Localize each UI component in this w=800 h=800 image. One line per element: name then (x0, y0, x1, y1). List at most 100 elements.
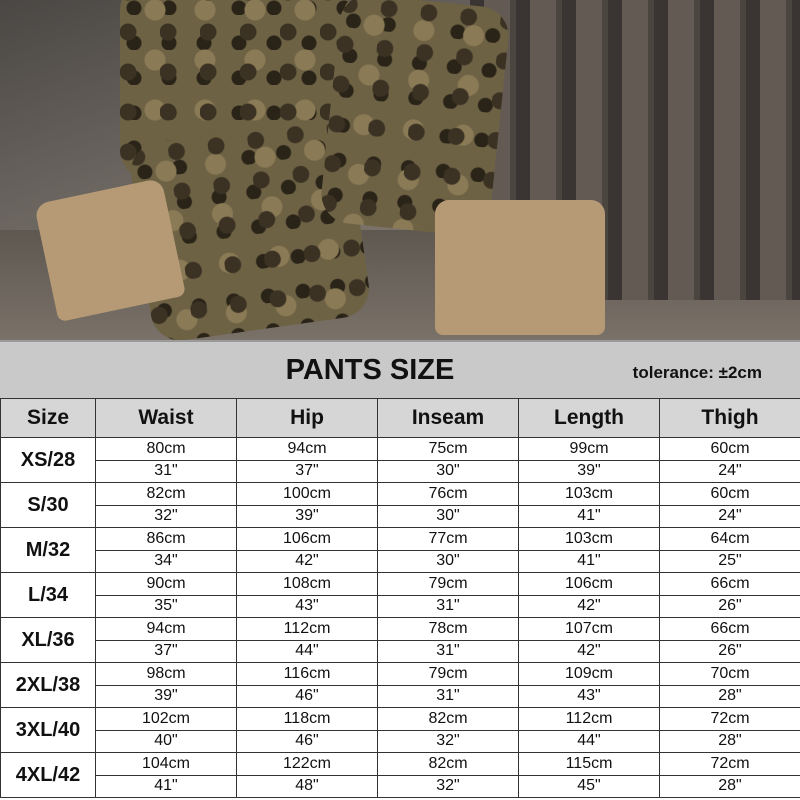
cell-cm: 118cm (236, 707, 378, 731)
product-photo-kneeling-soldier-camo-pants (0, 0, 800, 340)
size-label: L/34 (0, 572, 96, 618)
cell-cm: 112cm (518, 707, 660, 731)
cell-inch: 32" (377, 729, 519, 753)
table-row-inch: 41" 48" 32" 45" 28" (1, 774, 800, 798)
size-label: 3XL/40 (0, 707, 96, 753)
cell-inch: 31" (377, 684, 519, 708)
table-row-inch: 40" 46" 32" 44" 28" (1, 729, 800, 753)
cell-cm: 90cm (95, 572, 237, 596)
column-header-size: Size (0, 398, 96, 438)
cell-cm: 106cm (236, 527, 378, 551)
cell-inch: 24" (659, 459, 800, 483)
photo-boot-right (435, 200, 605, 335)
cell-cm: 103cm (518, 482, 660, 506)
cell-cm: 64cm (659, 527, 800, 551)
cell-cm: 103cm (518, 527, 660, 551)
cell-inch: 31" (95, 459, 237, 483)
table-row-inch: 34" 42" 30" 41" 25" (1, 549, 800, 573)
cell-inch: 30" (377, 504, 519, 528)
cell-inch: 42" (236, 549, 378, 573)
cell-inch: 24" (659, 504, 800, 528)
cell-cm: 66cm (659, 572, 800, 596)
column-header-length: Length (518, 398, 660, 438)
column-header-waist: Waist (95, 398, 237, 438)
column-header-hip: Hip (236, 398, 378, 438)
table-row-inch: 39" 46" 31" 43" 28" (1, 684, 800, 708)
cell-inch: 43" (236, 594, 378, 618)
cell-cm: 82cm (377, 752, 519, 776)
cell-inch: 31" (377, 594, 519, 618)
table-row-cm: 4XL/42 104cm 122cm 82cm 115cm 72cm (0, 752, 800, 798)
size-label: M/32 (0, 527, 96, 573)
cell-inch: 37" (95, 639, 237, 663)
title-band: PANTS SIZE tolerance: ±2cm (0, 340, 800, 398)
cell-inch: 30" (377, 549, 519, 573)
size-label: XS/28 (0, 437, 96, 483)
cell-inch: 41" (95, 774, 237, 798)
cell-cm: 72cm (659, 752, 800, 776)
table-row-inch: 32" 39" 30" 41" 24" (1, 504, 800, 528)
cell-inch: 42" (518, 594, 660, 618)
cell-inch: 30" (377, 459, 519, 483)
cell-cm: 76cm (377, 482, 519, 506)
cell-cm: 106cm (518, 572, 660, 596)
table-row-inch: 31" 37" 30" 39" 24" (1, 459, 800, 483)
cell-inch: 45" (518, 774, 660, 798)
cell-inch: 44" (518, 729, 660, 753)
cell-inch: 28" (659, 774, 800, 798)
cell-cm: 112cm (236, 617, 378, 641)
table-row-cm: XS/28 80cm 94cm 75cm 99cm 60cm (0, 437, 800, 483)
cell-cm: 79cm (377, 572, 519, 596)
cell-cm: 79cm (377, 662, 519, 686)
cell-inch: 32" (377, 774, 519, 798)
cell-cm: 116cm (236, 662, 378, 686)
cell-cm: 72cm (659, 707, 800, 731)
cell-cm: 66cm (659, 617, 800, 641)
table-row-cm: S/30 82cm 100cm 76cm 103cm 60cm (0, 482, 800, 528)
table-row-cm: L/34 90cm 108cm 79cm 106cm 66cm (0, 572, 800, 618)
cell-cm: 60cm (659, 437, 800, 461)
cell-cm: 94cm (95, 617, 237, 641)
cell-inch: 41" (518, 504, 660, 528)
cell-cm: 82cm (95, 482, 237, 506)
column-header-inseam: Inseam (377, 398, 519, 438)
cell-inch: 39" (95, 684, 237, 708)
cell-cm: 60cm (659, 482, 800, 506)
cell-cm: 104cm (95, 752, 237, 776)
table-row-cm: 3XL/40 102cm 118cm 82cm 112cm 72cm (0, 707, 800, 753)
size-label: XL/36 (0, 617, 96, 663)
cell-inch: 43" (518, 684, 660, 708)
cell-inch: 28" (659, 684, 800, 708)
cell-cm: 122cm (236, 752, 378, 776)
cell-inch: 25" (659, 549, 800, 573)
cell-cm: 78cm (377, 617, 519, 641)
cell-cm: 107cm (518, 617, 660, 641)
header-row: Size Waist Hip Inseam Length Thigh (0, 398, 800, 438)
cell-cm: 98cm (95, 662, 237, 686)
column-header-thigh: Thigh (659, 398, 800, 438)
cell-cm: 102cm (95, 707, 237, 731)
table-row-inch: 37" 44" 31" 42" 26" (1, 639, 800, 663)
cell-inch: 39" (518, 459, 660, 483)
size-label: S/30 (0, 482, 96, 528)
table-row-cm: M/32 86cm 106cm 77cm 103cm 64cm (0, 527, 800, 573)
cell-cm: 80cm (95, 437, 237, 461)
cell-cm: 77cm (377, 527, 519, 551)
cell-inch: 32" (95, 504, 237, 528)
cell-cm: 70cm (659, 662, 800, 686)
cell-cm: 86cm (95, 527, 237, 551)
size-label: 4XL/42 (0, 752, 96, 798)
cell-cm: 100cm (236, 482, 378, 506)
cell-inch: 48" (236, 774, 378, 798)
cell-inch: 26" (659, 639, 800, 663)
cell-inch: 35" (95, 594, 237, 618)
cell-cm: 115cm (518, 752, 660, 776)
table-row-inch: 35" 43" 31" 42" 26" (1, 594, 800, 618)
cell-inch: 46" (236, 729, 378, 753)
cell-cm: 94cm (236, 437, 378, 461)
cell-inch: 40" (95, 729, 237, 753)
cell-inch: 31" (377, 639, 519, 663)
cell-inch: 42" (518, 639, 660, 663)
cell-inch: 39" (236, 504, 378, 528)
cell-cm: 75cm (377, 437, 519, 461)
